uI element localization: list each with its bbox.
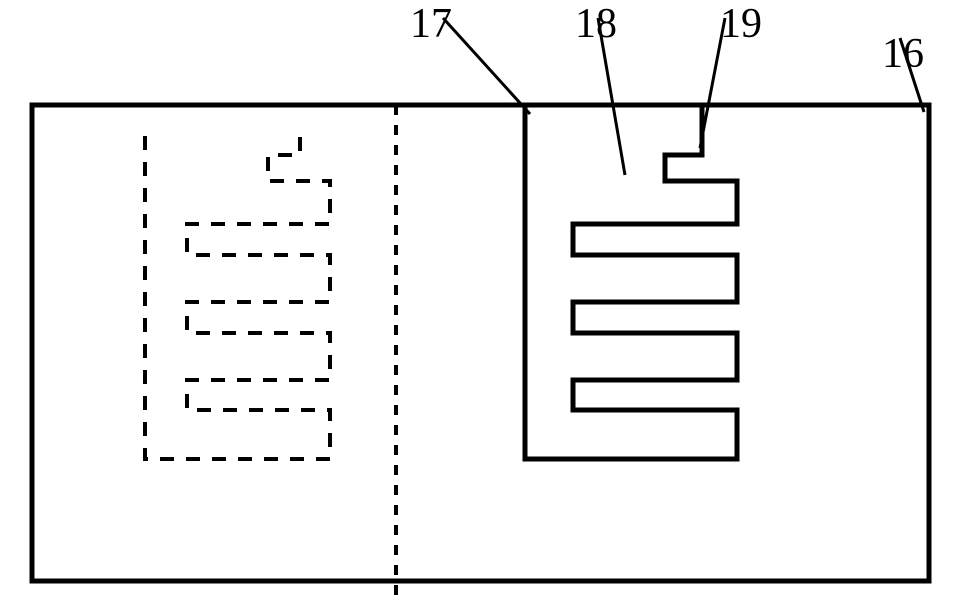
leader-line-16	[900, 38, 924, 112]
leader-line-19	[700, 18, 725, 148]
dashed-serpentine-path	[145, 136, 330, 459]
leader-line-17	[443, 18, 530, 114]
solid-serpentine-path	[525, 105, 737, 459]
outer-boundary	[32, 105, 929, 581]
leader-line-18	[598, 18, 625, 175]
technical-diagram	[0, 0, 962, 615]
diagram-container: 17 18 19 16	[0, 0, 962, 615]
